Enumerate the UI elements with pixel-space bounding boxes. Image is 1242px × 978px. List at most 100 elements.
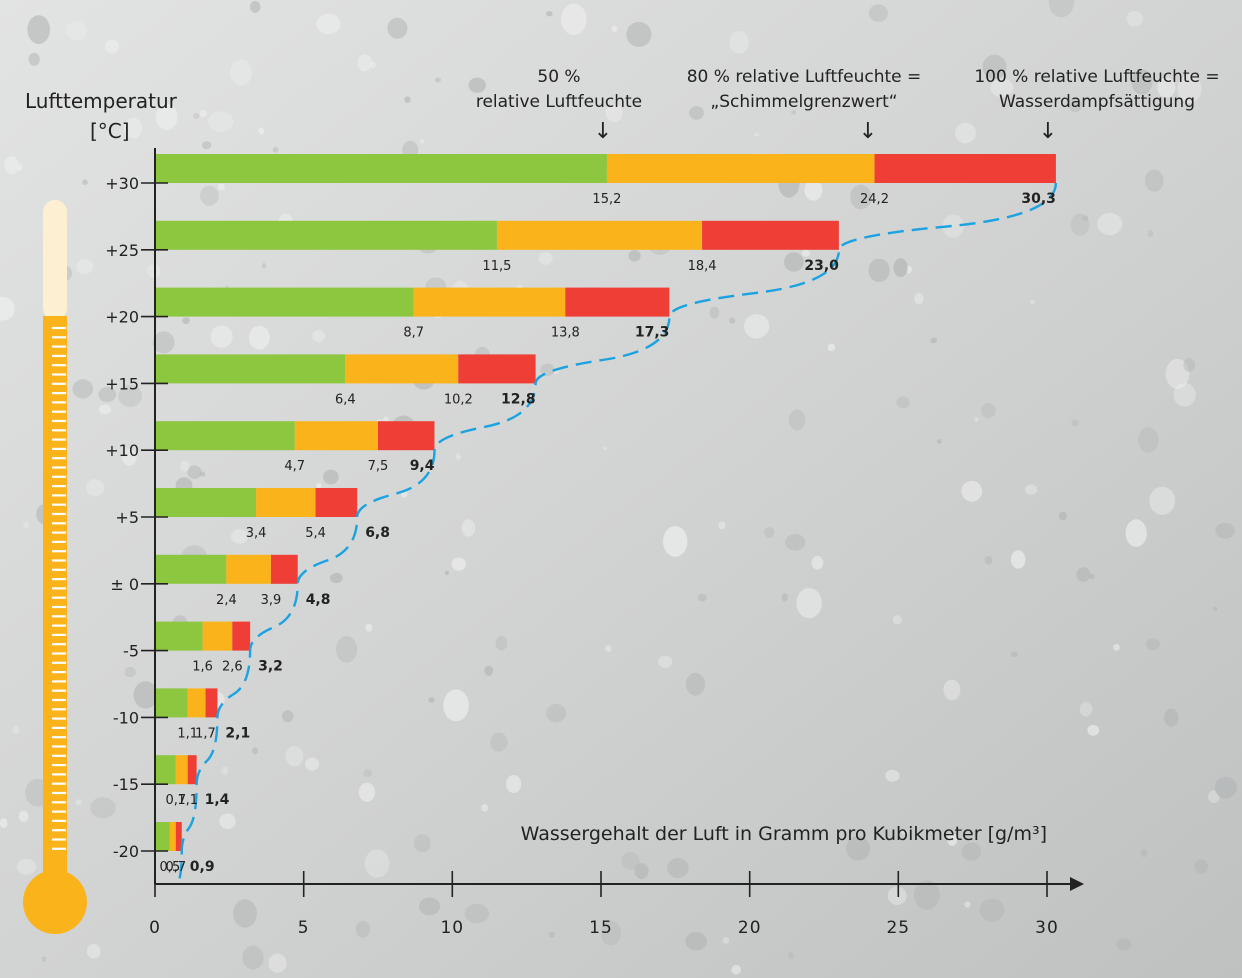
water-drop — [312, 330, 325, 343]
thermometer-tube-empty — [43, 200, 67, 320]
water-drop — [428, 697, 435, 703]
water-drop — [464, 903, 490, 924]
bar-segment — [155, 554, 227, 584]
water-drop — [709, 306, 720, 319]
water-drop — [180, 460, 190, 472]
bar-segment — [565, 287, 670, 317]
water-drop — [1070, 213, 1090, 237]
water-drop — [546, 11, 553, 17]
thermometer — [23, 200, 87, 934]
value-label: 0,9 — [190, 859, 215, 875]
value-label: 7,5 — [368, 459, 389, 474]
water-drop — [118, 385, 143, 407]
water-drop — [1165, 358, 1190, 389]
value-label: 0,5 — [160, 860, 181, 875]
water-drop — [980, 403, 996, 419]
water-drop — [122, 448, 137, 466]
water-drop — [1068, 97, 1083, 113]
value-label: 13,8 — [551, 326, 580, 341]
water-drop — [85, 479, 105, 497]
water-drop — [199, 110, 207, 118]
bar-segment — [155, 755, 176, 785]
water-drop — [230, 529, 249, 544]
water-drop — [506, 775, 522, 793]
water-drop — [893, 258, 908, 277]
water-drop — [784, 252, 804, 272]
bar-segment — [202, 621, 233, 651]
water-drop — [1076, 567, 1091, 582]
y-tick-label: -10 — [113, 708, 139, 727]
value-label: 1,1 — [177, 726, 198, 741]
water-drop — [147, 264, 161, 278]
water-drop — [41, 956, 47, 962]
water-drop — [358, 782, 376, 802]
bar-segment — [270, 554, 298, 584]
value-label: 5,4 — [305, 526, 326, 541]
series-headers: 50 % relative Luftfeuchte ↓ 80 % relativ… — [476, 67, 1220, 144]
water-drop — [1131, 69, 1153, 95]
water-drop — [155, 103, 178, 130]
bar-segment — [155, 688, 188, 718]
water-drop — [200, 185, 219, 206]
water-drop — [663, 526, 688, 557]
value-label: 6,8 — [365, 525, 390, 541]
water-drop — [420, 139, 425, 144]
bar-segment — [345, 354, 459, 384]
water-drop — [0, 818, 8, 829]
value-label: 24,2 — [860, 192, 889, 207]
water-drop — [781, 593, 788, 602]
water-drop — [323, 469, 339, 485]
saturation-curve-layer — [176, 182, 1058, 887]
water-drop — [133, 681, 158, 709]
water-drop — [272, 146, 279, 153]
water-drop — [12, 725, 20, 735]
water-drop — [1025, 484, 1038, 495]
water-drop — [603, 446, 608, 450]
water-drop — [16, 858, 37, 875]
bar-segment — [155, 220, 497, 250]
water-drop — [99, 404, 111, 415]
value-label: 4,8 — [306, 592, 331, 608]
header-50-line2: relative Luftfeuchte — [476, 92, 642, 112]
water-drop — [744, 314, 770, 339]
water-drop — [1177, 74, 1202, 104]
water-drop — [964, 901, 971, 908]
water-drop — [404, 96, 411, 103]
bar-segment — [187, 688, 206, 718]
bar-segment — [226, 554, 271, 584]
y-tick-label: -15 — [113, 775, 139, 794]
x-tick-label: 20 — [738, 918, 762, 938]
bar-segment — [256, 488, 316, 517]
water-drop — [219, 813, 236, 829]
bar-segment — [702, 220, 839, 250]
value-label: 23,0 — [804, 258, 839, 274]
water-drop — [387, 17, 408, 39]
value-label: 2,4 — [216, 593, 237, 608]
value-label: 8,7 — [403, 326, 424, 341]
y-tick-label: -5 — [123, 642, 139, 661]
water-drop — [418, 897, 441, 916]
header-80-line1: 80 % relative Luftfeuchte = — [687, 67, 922, 87]
water-drop — [364, 849, 390, 878]
value-label: 11,5 — [482, 259, 511, 274]
bar-segment — [155, 421, 295, 451]
water-drop — [1125, 519, 1147, 547]
water-drop — [261, 263, 267, 269]
value-label: 15,2 — [592, 192, 621, 207]
water-drop — [355, 920, 370, 938]
water-drop — [251, 747, 259, 755]
value-label: 9,4 — [410, 458, 435, 474]
value-label: 6,4 — [335, 392, 356, 407]
value-label: 2,6 — [222, 660, 243, 675]
water-drop — [1058, 511, 1067, 521]
water-drop — [914, 293, 924, 305]
bar-segment — [175, 755, 188, 785]
water-drop — [124, 667, 136, 678]
water-drop — [1183, 358, 1196, 372]
water-drop — [731, 964, 741, 975]
header-100-line1: 100 % relative Luftfeuchte = — [974, 67, 1219, 87]
water-drop — [722, 937, 730, 944]
water-drop — [1173, 383, 1196, 407]
